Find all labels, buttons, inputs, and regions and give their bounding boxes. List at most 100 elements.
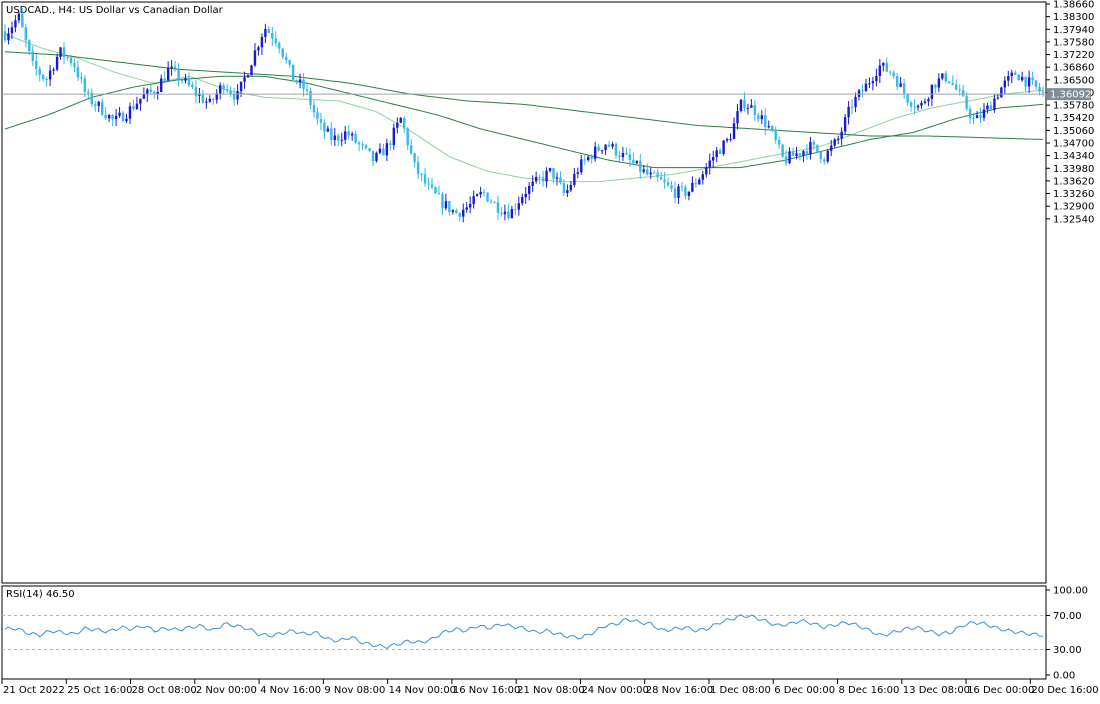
current-price-box (1047, 88, 1091, 101)
candle-body-up (350, 133, 354, 136)
candle-body-up (444, 201, 448, 209)
price-tick-label: 1.34700 (1053, 138, 1094, 149)
candle-body-down (979, 115, 982, 118)
time-tick-label: 9 Nov 08:00 (324, 685, 385, 696)
candle-body-down (913, 106, 916, 108)
candle-body-up (243, 77, 246, 82)
candle-body-up (160, 78, 163, 92)
candle-body-down (337, 135, 340, 141)
candle-body-down (323, 122, 326, 132)
candle-body-up (566, 190, 569, 193)
candle-body-up (729, 139, 732, 141)
candle-body-down (368, 147, 371, 152)
candle-body-down (486, 192, 489, 202)
candle-body-up (385, 143, 389, 156)
candle-body-down (1038, 87, 1041, 92)
candle-body-up (750, 105, 753, 108)
time-tick-label: 6 Dec 00:00 (774, 685, 835, 696)
candle-body-down (496, 202, 500, 213)
candle-body-down (420, 173, 423, 175)
candle-body-up (198, 94, 201, 96)
candle-body-down (791, 151, 795, 156)
moving-average-medium (4, 75, 1044, 169)
candle-body-down (656, 172, 659, 178)
rsi-line (4, 614, 1044, 650)
candle-body-down (455, 210, 458, 214)
candle-body-up (857, 90, 861, 97)
candle-body-down (989, 105, 993, 110)
candle-body-down (784, 156, 788, 164)
candle-body-up (333, 135, 336, 140)
candle-body-down (552, 168, 555, 179)
candle-body-up (642, 169, 645, 172)
candle-body-down (753, 105, 757, 116)
candle-body-down (639, 160, 642, 172)
candle-body-up (982, 109, 986, 118)
candle-body-down (28, 40, 31, 52)
candle-body-up (732, 123, 736, 140)
candle-body-down (1031, 77, 1034, 81)
candle-body-down (90, 93, 93, 105)
candle-body-down (180, 79, 184, 81)
price-tick-label: 1.37220 (1053, 50, 1094, 61)
candle-body-down (646, 169, 649, 175)
current-price-label: 1.36092 (1050, 90, 1091, 101)
candle-body-down (448, 201, 451, 213)
candle-body-up (528, 185, 531, 194)
time-tick-label: 16 Dec 00:00 (967, 685, 1034, 696)
candle-body-down (66, 57, 69, 59)
candle-body-down (222, 85, 225, 90)
time-tick-label: 1 Dec 08:00 (710, 685, 771, 696)
candle-body-down (354, 133, 357, 143)
price-tick-label: 1.32540 (1053, 214, 1094, 225)
rsi-tick-label: 100.00 (1053, 586, 1088, 597)
candle-body-up (993, 98, 996, 110)
candle-body-down (3, 31, 7, 41)
candle-body-down (812, 141, 816, 145)
candle-body-up (840, 131, 843, 139)
candle-body-up (521, 197, 524, 204)
candle-body-up (246, 75, 250, 78)
candle-body-up (996, 97, 1000, 99)
candle-body-down (659, 177, 663, 180)
time-tick-label: 21 Oct 2022 (3, 685, 65, 696)
candle-body-down (132, 106, 135, 109)
candle-body-up (649, 172, 652, 175)
candle-body-up (687, 191, 691, 196)
candle-body-up (830, 145, 833, 151)
candle-body-up (52, 69, 55, 71)
candle-body-up (698, 179, 701, 185)
candle-body-down (73, 63, 76, 68)
candle-body-down (798, 153, 802, 156)
candle-body-down (625, 152, 628, 155)
candle-body-up (239, 81, 243, 92)
candle-body-down (489, 201, 493, 203)
candle-body-down (403, 117, 406, 129)
candle-body-down (295, 79, 298, 83)
main-chart-frame (1, 1, 1047, 584)
candle-body-up (399, 117, 402, 123)
candle-body-down (357, 142, 361, 145)
candle-body-up (916, 105, 920, 108)
candle-body-down (781, 144, 784, 157)
candle-body-down (274, 38, 277, 44)
candle-body-down (187, 78, 191, 85)
candle-body-up (701, 174, 704, 180)
candle-body-down (757, 115, 760, 120)
candle-body-up (580, 159, 583, 173)
candle-body-down (153, 91, 156, 95)
candle-body-down (628, 154, 632, 160)
price-tick-label: 1.33260 (1053, 189, 1094, 200)
candle-body-down (76, 67, 80, 78)
candle-body-down (493, 202, 496, 204)
candle-body-down (777, 140, 781, 145)
candle-body-up (788, 151, 791, 164)
candle-body-down (718, 150, 722, 154)
price-tick-label: 1.33980 (1053, 164, 1094, 175)
candle-body-down (364, 145, 368, 148)
candle-body-up (708, 160, 711, 168)
candle-body-up (1020, 76, 1024, 81)
candle-body-down (961, 90, 965, 96)
price-tick-label: 1.36860 (1053, 63, 1094, 74)
